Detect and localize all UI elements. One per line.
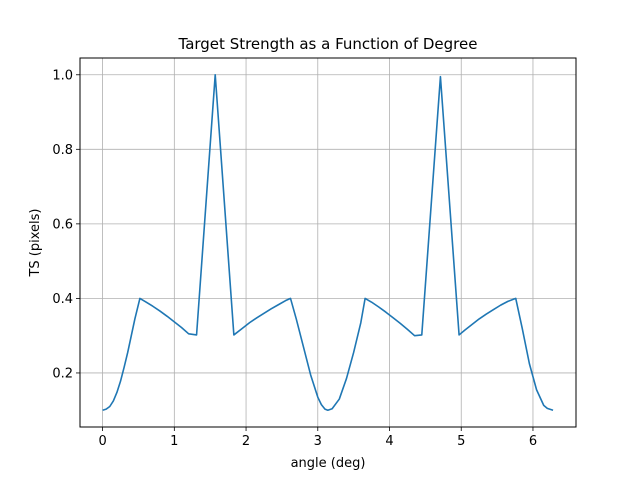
x-tick-label: 5 — [457, 434, 465, 449]
x-tick-label: 3 — [314, 434, 322, 449]
y-tick-label: 1.0 — [52, 68, 73, 83]
y-tick-label: 0.8 — [52, 143, 73, 158]
x-tick-label: 1 — [170, 434, 178, 449]
grid — [80, 58, 576, 427]
y-tick-label: 0.4 — [52, 292, 73, 307]
y-axis-ticks: 0.2 0.4 0.6 0.8 1.0 — [52, 68, 80, 381]
x-axis-label: angle (deg) — [291, 456, 366, 471]
x-tick-label: 0 — [98, 434, 106, 449]
x-tick-label: 6 — [529, 434, 537, 449]
y-tick-label: 0.6 — [52, 217, 73, 232]
series-line — [102, 73, 554, 412]
chart-title: Target Strength as a Function of Degree — [178, 35, 478, 53]
plot-lines — [102, 73, 554, 412]
x-axis-ticks: 0 1 2 3 4 5 6 — [98, 427, 537, 449]
x-tick-label: 4 — [385, 434, 393, 449]
y-axis-label: TS (pixels) — [28, 208, 43, 277]
y-tick-label: 0.2 — [52, 366, 73, 381]
plot-frame — [79, 57, 577, 428]
x-tick-label: 2 — [242, 434, 250, 449]
